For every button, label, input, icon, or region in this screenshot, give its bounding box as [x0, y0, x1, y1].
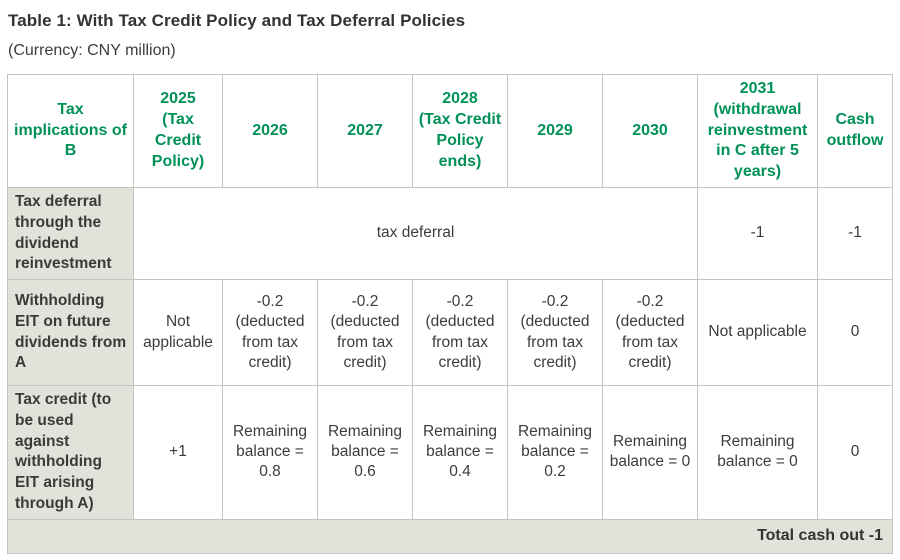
- row-label: Tax deferral through the dividend reinve…: [7, 186, 134, 281]
- cell-2026: Remaining balance = 0.8: [222, 385, 318, 520]
- cell-2026: -0.2 (deducted from tax credit): [222, 279, 318, 387]
- cell-2028: -0.2 (deducted from tax credit): [412, 279, 508, 387]
- cell-2028: Remaining balance = 0.4: [412, 385, 508, 520]
- cell-2031: -1: [697, 186, 818, 281]
- merged-cell-tax-deferral: tax deferral: [133, 186, 698, 281]
- cell-note: (deducted from tax credit): [330, 313, 400, 371]
- page-title: Table 1: With Tax Credit Policy and Tax …: [8, 11, 466, 30]
- cell-2031: Not applicable: [697, 279, 818, 387]
- header-row: Tax implications of B 2025 (Tax Credit P…: [7, 74, 893, 188]
- cell-value: -0.2: [541, 293, 569, 311]
- cell-value: Not applicable: [143, 313, 213, 351]
- cell-cash-outflow: 0: [817, 279, 893, 387]
- cell-note: (deducted from tax credit): [520, 313, 590, 371]
- cell-2030: Remaining balance = 0: [602, 385, 698, 520]
- row-label: Withholding EIT on future dividends from…: [7, 279, 134, 387]
- cell-note: (deducted from tax credit): [235, 313, 305, 371]
- tax-policy-table: Tax implications of B 2025 (Tax Credit P…: [7, 74, 893, 554]
- cell-2027: Remaining balance = 0.6: [317, 385, 413, 520]
- cell-value: -0.2: [351, 293, 379, 311]
- cell-cash-outflow: 0: [817, 385, 893, 520]
- col-year: 2028: [442, 90, 478, 108]
- col-year: 2030: [632, 121, 668, 139]
- currency-note: (Currency: CNY million): [8, 42, 176, 59]
- col-year: 2031: [739, 80, 776, 97]
- row-tax-deferral: Tax deferral through the dividend reinve…: [7, 186, 893, 281]
- col-note: (Tax Credit Policy ends): [418, 111, 502, 170]
- col-header-label: Cash outflow: [826, 111, 884, 149]
- total-row: Total cash out -1: [7, 518, 893, 554]
- col-header-2031: 2031 (withdrawal reinvestment in C after…: [697, 74, 818, 188]
- col-year: 2026: [252, 121, 288, 139]
- cell-2030: -0.2 (deducted from tax credit): [602, 279, 698, 387]
- cell-2029: -0.2 (deducted from tax credit): [507, 279, 603, 387]
- cell-cash-outflow: -1: [817, 186, 893, 281]
- total-cash-out: Total cash out -1: [7, 518, 893, 554]
- cell-value: Not applicable: [708, 323, 807, 341]
- col-header-tax-implications: Tax implications of B: [7, 74, 134, 188]
- col-header-2026: 2026: [222, 74, 318, 188]
- col-header-2030: 2030: [602, 74, 698, 188]
- row-label: Tax credit (to be used against withholdi…: [7, 385, 134, 520]
- cell-2025: +1: [133, 385, 223, 520]
- cell-value: -0.2: [446, 293, 474, 311]
- col-year: 2029: [537, 121, 573, 139]
- col-year: 2027: [347, 121, 383, 139]
- col-header-2028: 2028 (Tax Credit Policy ends): [412, 74, 508, 188]
- cell-value: -0.2: [256, 293, 284, 311]
- col-header-2027: 2027: [317, 74, 413, 188]
- col-header-cash-outflow: Cash outflow: [817, 74, 893, 188]
- cell-2027: -0.2 (deducted from tax credit): [317, 279, 413, 387]
- cell-note: (deducted from tax credit): [425, 313, 495, 371]
- col-year: 2025: [160, 90, 196, 108]
- row-tax-credit: Tax credit (to be used against withholdi…: [7, 385, 893, 520]
- cell-2029: Remaining balance = 0.2: [507, 385, 603, 520]
- row-withholding-eit: Withholding EIT on future dividends from…: [7, 279, 893, 387]
- col-header-2025: 2025 (Tax Credit Policy): [133, 74, 223, 188]
- cell-2031: Remaining balance = 0: [697, 385, 818, 520]
- col-header-2029: 2029: [507, 74, 603, 188]
- col-note: (withdrawal reinvestment in C after 5 ye…: [707, 100, 808, 181]
- col-note: (Tax Credit Policy): [151, 111, 205, 170]
- cell-value: -0.2: [636, 293, 664, 311]
- cell-note: (deducted from tax credit): [615, 313, 685, 371]
- cell-2025: Not applicable: [133, 279, 223, 387]
- col-header-label: Tax implications of B: [14, 100, 127, 160]
